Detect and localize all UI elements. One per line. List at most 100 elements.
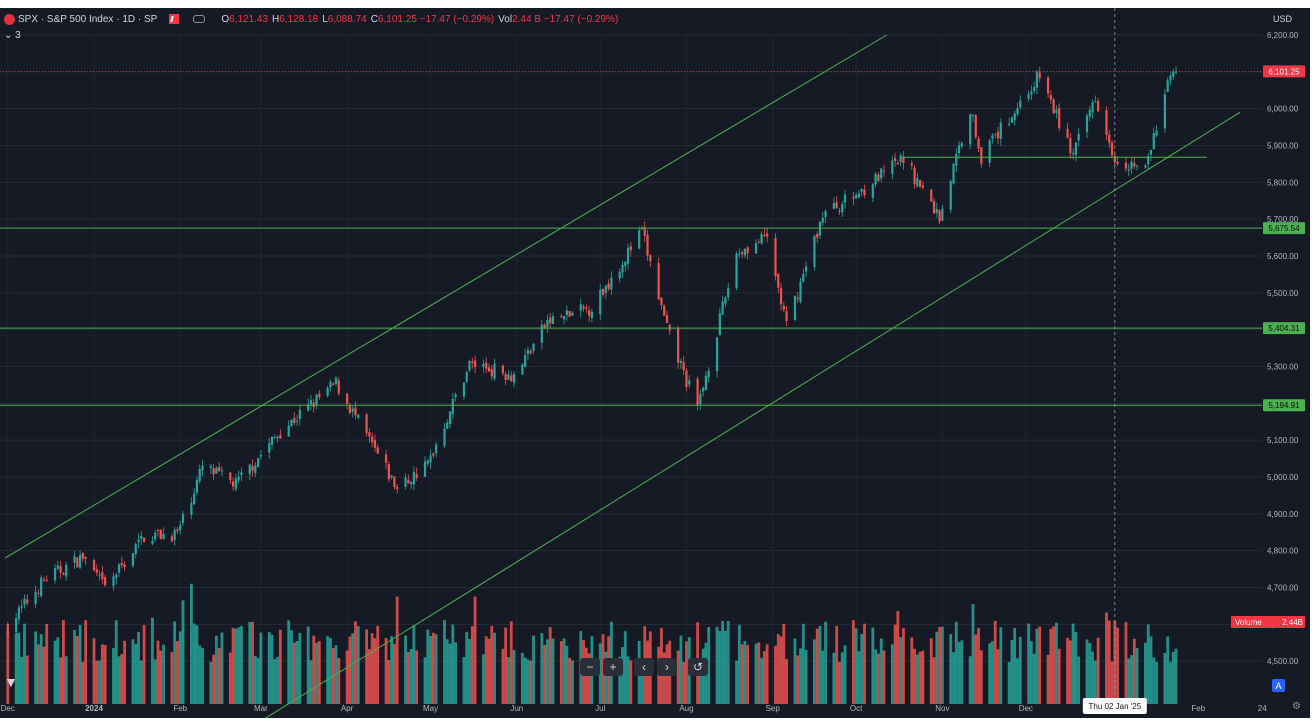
- scroll-forward-button[interactable]: ›: [657, 658, 677, 676]
- volume-bar: [326, 636, 330, 704]
- volume-bar: [240, 625, 243, 704]
- volume-bar: [1169, 661, 1172, 704]
- auto-scale-button[interactable]: A: [1272, 679, 1285, 692]
- volume-bar: [838, 661, 841, 704]
- volume-bar: [137, 631, 140, 704]
- level-price-tag: [1263, 222, 1305, 235]
- volume-bar: [621, 647, 624, 704]
- candle-body: [315, 394, 318, 406]
- candle-body: [485, 362, 488, 369]
- tradingview-logo-icon[interactable]: ▼: [4, 674, 18, 690]
- volume-bar: [287, 620, 291, 704]
- volume-bar: [248, 621, 252, 704]
- candle-body: [45, 579, 48, 581]
- candle-body: [231, 481, 235, 487]
- y-tick-label: 4,700.00: [1267, 584, 1299, 593]
- candle-body: [601, 289, 605, 295]
- zoom-in-button[interactable]: +: [603, 658, 623, 676]
- crosshair-date-tag: [1082, 698, 1147, 714]
- candle-body: [899, 155, 902, 162]
- candle-body: [332, 383, 335, 385]
- ohlc-values: O6,121.43 H6,128.18 L6,088.74 C6,101.25 −17…: [217, 14, 618, 25]
- volume-bar: [159, 650, 163, 704]
- candle-body: [818, 221, 822, 236]
- volume-bar: [821, 650, 825, 704]
- volume-tag-value: 2.44B: [1282, 618, 1303, 627]
- volume-bar: [73, 630, 76, 704]
- volume-bar: [896, 610, 900, 704]
- candle-body: [448, 411, 452, 425]
- volume-bar: [103, 644, 107, 704]
- candle-body: [1008, 123, 1011, 125]
- currency-label[interactable]: USD: [1272, 14, 1292, 24]
- volume-bar: [139, 660, 143, 704]
- candle-body: [741, 252, 744, 255]
- gear-icon[interactable]: ⚙: [1292, 701, 1301, 712]
- volume-bar: [1132, 638, 1136, 704]
- x-tick-label: Nov: [935, 704, 949, 713]
- candle-body: [579, 304, 582, 311]
- symbol-title[interactable]: SPX · S&P 500 Index · 1D · SP: [18, 13, 158, 25]
- channel-line: [264, 111, 1241, 718]
- candle-body: [493, 363, 496, 379]
- volume-bar: [551, 638, 555, 704]
- candle-body: [766, 233, 769, 237]
- candle-body: [702, 387, 705, 392]
- indicator-toggle[interactable]: ⌄ 3: [4, 30, 21, 41]
- candle-body: [882, 170, 886, 172]
- volume-bar: [462, 656, 466, 704]
- candle-body: [521, 364, 524, 375]
- volume-bar: [387, 660, 391, 704]
- candle-body: [412, 471, 415, 485]
- volume-bar: [824, 621, 827, 704]
- candle-body: [254, 465, 257, 474]
- volume-bar: [715, 626, 719, 704]
- volume-bar: [626, 656, 630, 704]
- candle-body: [1116, 161, 1119, 165]
- candle-body: [1052, 99, 1055, 114]
- volume-bar: [910, 637, 914, 704]
- candle-body: [176, 529, 179, 532]
- candle-body: [621, 264, 624, 273]
- candle-body: [624, 261, 627, 267]
- candle-body: [154, 532, 157, 540]
- y-tick-label: 5,600.00: [1267, 252, 1299, 261]
- candle-body: [1035, 72, 1039, 88]
- volume-bar: [409, 649, 413, 704]
- volume-bar: [1013, 628, 1017, 704]
- zoom-out-button[interactable]: −: [580, 658, 600, 676]
- volume-bar: [415, 650, 419, 704]
- candle-body: [860, 188, 863, 192]
- candle-body: [151, 540, 154, 544]
- candle-body: [95, 569, 98, 573]
- volume-bar: [1055, 622, 1058, 704]
- candle-body: [1130, 161, 1133, 169]
- y-tick-label: 5,800.00: [1267, 178, 1299, 187]
- candle-body: [384, 454, 388, 463]
- candle-body: [462, 382, 466, 397]
- candle-body: [1135, 165, 1139, 167]
- candle-body: [952, 163, 955, 184]
- volume-bar: [142, 625, 146, 704]
- candle-body: [471, 361, 474, 363]
- candle-body: [65, 564, 68, 577]
- flag-icon[interactable]: [169, 14, 180, 24]
- ohlc-label: L: [322, 13, 328, 25]
- eye-icon[interactable]: [193, 15, 206, 23]
- volume-bar: [543, 644, 547, 704]
- volume-bar: [59, 657, 63, 704]
- sp-logo-icon: [4, 13, 15, 25]
- candlestick-chart[interactable]: 6,200.006,100.006,000.005,900.005,800.00…: [0, 8, 1310, 718]
- volume-bar: [960, 640, 964, 704]
- volume-bar: [765, 644, 769, 704]
- volume-bar: [123, 640, 127, 704]
- x-tick-label: Mar: [254, 704, 268, 713]
- volume-bar: [571, 660, 574, 704]
- candle-body: [969, 114, 972, 145]
- reset-chart-button[interactable]: ↺: [688, 658, 708, 676]
- volume-bar: [95, 660, 99, 704]
- scroll-back-button[interactable]: ‹: [634, 658, 654, 676]
- candle-body: [123, 564, 126, 568]
- candle-body: [571, 312, 574, 316]
- volume-bar: [451, 624, 455, 704]
